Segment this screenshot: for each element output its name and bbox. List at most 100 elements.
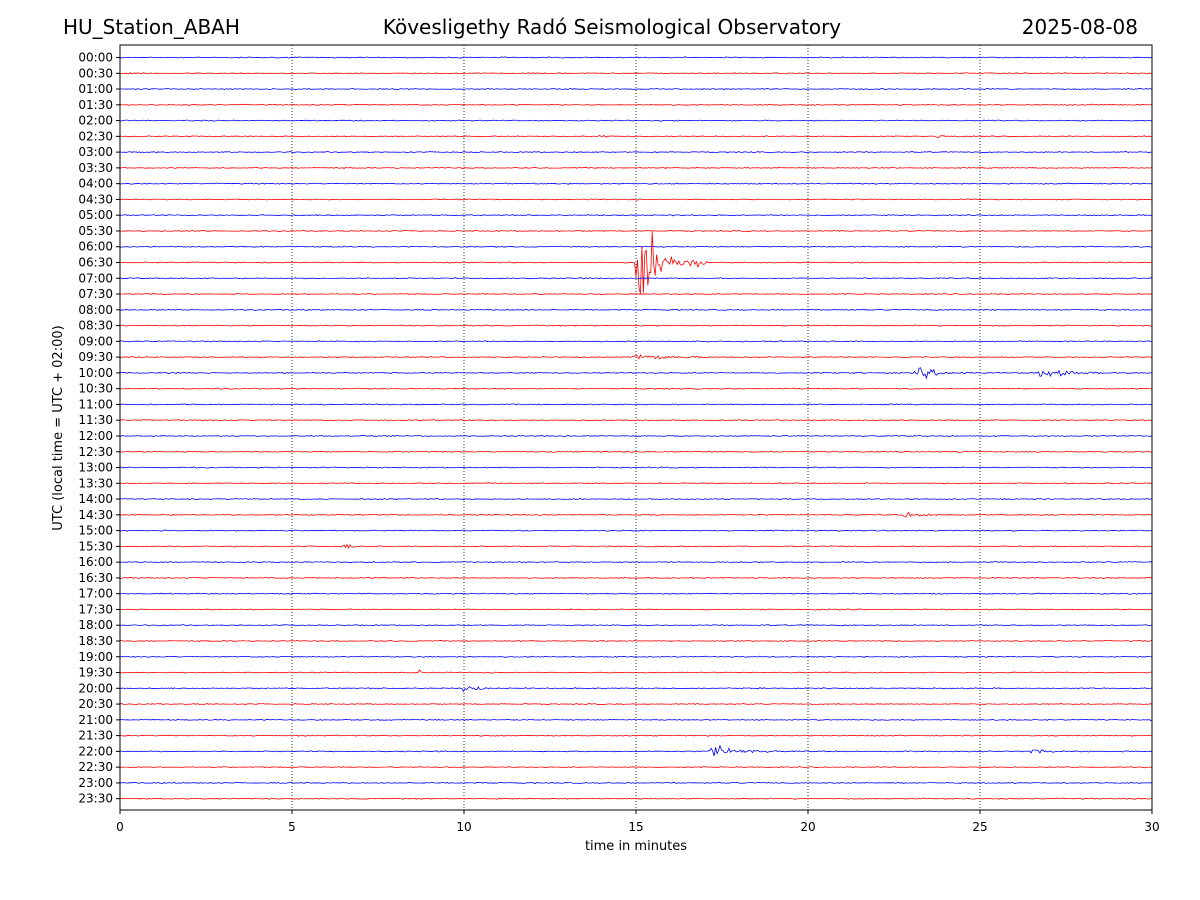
y-tick-label-13:30: 13:30 (78, 476, 113, 490)
trace-00:30 (119, 72, 1153, 75)
y-axis-label: UTC (local time = UTC + 02:00) (51, 325, 66, 530)
observatory-title: Kövesligethy Radó Seismological Observat… (382, 15, 842, 39)
y-tick-label-15:00: 15:00 (78, 524, 113, 538)
trace-17:30 (119, 608, 1153, 611)
y-tick-label-16:30: 16:30 (78, 571, 113, 585)
trace-03:30 (119, 166, 1153, 170)
y-tick-label-17:00: 17:00 (78, 587, 113, 601)
trace-11:00 (119, 403, 1153, 406)
trace-12:30 (119, 450, 1153, 453)
grid-lines (291, 45, 981, 810)
x-axis: 0 5 10 15 20 25 30 (116, 810, 1160, 834)
trace-07:30 (119, 292, 1153, 296)
y-tick-label-21:30: 21:30 (78, 729, 113, 743)
y-tick-label-04:00: 04:00 (78, 177, 113, 191)
trace-08:00 (119, 308, 1153, 311)
y-tick-label-07:30: 07:30 (78, 287, 113, 301)
trace-13:00 (119, 466, 1153, 469)
trace-00:00 (119, 56, 1153, 59)
trace-07:00 (119, 277, 1153, 280)
trace-19:30 (119, 669, 1153, 674)
trace-09:30 (120, 354, 1153, 360)
trace-23:30 (119, 797, 1153, 800)
trace-01:00 (119, 87, 1153, 91)
y-tick-label-06:00: 06:00 (78, 240, 113, 254)
y-tick-label-19:30: 19:30 (78, 666, 113, 680)
y-tick-label-05:30: 05:30 (78, 224, 113, 238)
trace-14:30 (119, 511, 1153, 518)
trace-group (119, 56, 1153, 800)
y-tick-label-22:00: 22:00 (78, 744, 113, 758)
trace-21:00 (119, 718, 1153, 721)
trace-19:00 (119, 655, 1153, 658)
y-tick-label-01:30: 01:30 (78, 98, 113, 112)
y-tick-label-15:30: 15:30 (78, 539, 113, 553)
y-tick-label-03:30: 03:30 (78, 161, 113, 175)
trace-09:00 (119, 340, 1153, 343)
x-tick-label-25: 25 (972, 820, 987, 834)
trace-21:30 (119, 734, 1153, 737)
trace-17:00 (119, 592, 1153, 595)
y-tick-label-23:00: 23:00 (78, 776, 113, 790)
y-tick-label-12:00: 12:00 (78, 429, 113, 443)
trace-22:30 (119, 766, 1153, 769)
x-tick-label-0: 0 (116, 820, 124, 834)
trace-20:30 (119, 702, 1153, 706)
trace-01:30 (119, 103, 1153, 106)
y-tick-label-20:30: 20:30 (78, 697, 113, 711)
y-tick-label-21:00: 21:00 (78, 713, 113, 727)
trace-12:00 (119, 434, 1153, 438)
y-tick-label-11:00: 11:00 (78, 397, 113, 411)
y-tick-label-10:30: 10:30 (78, 382, 113, 396)
trace-08:30 (119, 324, 1153, 327)
y-tick-label-10:00: 10:00 (78, 366, 113, 380)
x-tick-label-5: 5 (288, 820, 296, 834)
y-tick-label-03:00: 03:00 (78, 145, 113, 159)
y-tick-label-07:00: 07:00 (78, 271, 113, 285)
y-tick-label-14:30: 14:30 (78, 508, 113, 522)
trace-10:00 (119, 367, 1153, 380)
trace-16:00 (119, 561, 1153, 564)
trace-13:30 (119, 482, 1153, 485)
x-tick-label-20: 20 (800, 820, 815, 834)
y-tick-label-16:00: 16:00 (78, 555, 113, 569)
x-tick-label-30: 30 (1144, 820, 1159, 834)
trace-18:30 (119, 639, 1153, 643)
y-tick-label-11:30: 11:30 (78, 413, 113, 427)
trace-15:00 (119, 529, 1153, 532)
trace-02:00 (119, 119, 1153, 122)
y-tick-label-05:00: 05:00 (78, 208, 113, 222)
y-tick-label-00:30: 00:30 (78, 66, 113, 80)
y-tick-label-17:30: 17:30 (78, 602, 113, 616)
trace-14:00 (119, 497, 1153, 501)
y-tick-label-20:00: 20:00 (78, 681, 113, 695)
y-tick-label-08:00: 08:00 (78, 303, 113, 317)
x-axis-label: time in minutes (585, 839, 687, 854)
trace-20:00 (119, 686, 1153, 693)
trace-04:00 (119, 182, 1153, 185)
trace-18:00 (119, 624, 1153, 627)
y-tick-label-12:30: 12:30 (78, 445, 113, 459)
trace-05:30 (119, 229, 1153, 233)
trace-04:30 (119, 198, 1153, 201)
trace-02:30 (120, 135, 1153, 139)
y-tick-label-23:30: 23:30 (78, 792, 113, 806)
trace-22:00 (119, 744, 1153, 757)
y-tick-label-13:00: 13:00 (78, 461, 113, 475)
x-tick-label-10: 10 (456, 820, 471, 834)
y-tick-label-18:00: 18:00 (78, 618, 113, 632)
trace-23:00 (119, 781, 1153, 785)
y-tick-label-04:30: 04:30 (78, 192, 113, 206)
station-name: HU_Station_ABAH (63, 15, 240, 39)
trace-05:00 (119, 214, 1153, 217)
y-tick-label-22:30: 22:30 (78, 760, 113, 774)
y-tick-label-18:30: 18:30 (78, 634, 113, 648)
y-tick-label-08:30: 08:30 (78, 319, 113, 333)
y-tick-label-02:00: 02:00 (78, 114, 113, 128)
x-tick-label-15: 15 (628, 820, 643, 834)
trace-16:30 (119, 576, 1153, 580)
y-tick-label-19:00: 19:00 (78, 650, 113, 664)
y-tick-label-00:00: 00:00 (78, 51, 113, 65)
